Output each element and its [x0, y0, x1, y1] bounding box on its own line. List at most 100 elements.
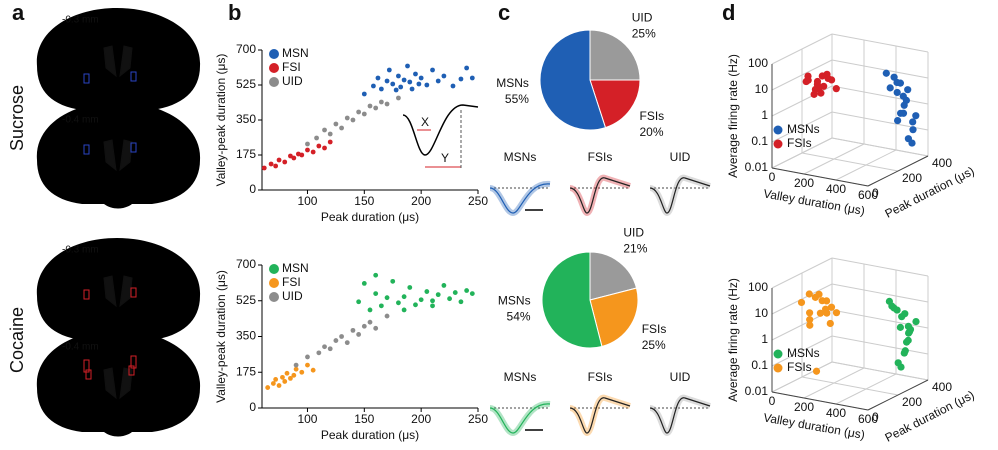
point	[909, 126, 917, 134]
legend-marker	[269, 77, 279, 87]
pie-slice	[539, 29, 607, 131]
y-tick-label: 525	[236, 77, 256, 91]
point	[817, 89, 825, 97]
point	[464, 65, 470, 71]
y-tick-label: 200	[902, 171, 922, 185]
point	[810, 90, 818, 98]
point	[398, 84, 404, 90]
point	[361, 280, 367, 286]
point	[384, 295, 390, 301]
y-tick-label: 400	[932, 156, 952, 170]
point	[435, 292, 441, 298]
point	[373, 325, 379, 331]
z-axis-title: Average firing rate (Hz)	[726, 278, 740, 402]
point	[322, 344, 327, 350]
y-tick-label: 175	[236, 364, 256, 378]
condition-label: Sucrose	[7, 85, 27, 151]
point	[797, 298, 806, 307]
point	[396, 95, 401, 101]
axis-line	[867, 155, 929, 187]
point	[469, 291, 475, 296]
point	[390, 81, 396, 87]
point	[441, 73, 447, 79]
point	[350, 327, 356, 333]
condition-label: Cocaine	[7, 307, 27, 373]
point	[430, 298, 435, 304]
section-label: -0.3 mm	[62, 245, 99, 256]
point	[464, 288, 470, 293]
point	[900, 349, 908, 357]
section-label: -0.4 mm	[62, 115, 99, 126]
legend-marker	[269, 49, 279, 59]
x-tick-label: 200	[794, 176, 814, 190]
slice-label: UID	[632, 10, 653, 24]
point	[378, 99, 384, 105]
z-tick-label: 1	[761, 332, 768, 346]
x-tick-label: 100	[297, 194, 317, 208]
section-label: -0.3 mm	[62, 15, 99, 26]
legend-label: UID	[282, 289, 303, 303]
legend-label: FSIs	[787, 136, 812, 150]
point	[322, 127, 327, 133]
grid-line	[831, 85, 929, 105]
point	[897, 363, 905, 371]
grid-line	[831, 33, 929, 53]
point	[901, 310, 909, 318]
point	[375, 75, 381, 81]
z-tick-label: 10	[755, 306, 769, 320]
x-axis-title: Valley duration (μs)	[762, 410, 866, 442]
x-tick-label: 400	[826, 406, 846, 420]
legend-marker	[773, 363, 783, 373]
point	[361, 111, 367, 117]
axis-line	[867, 379, 929, 411]
point	[401, 294, 407, 300]
axis-line	[771, 167, 869, 187]
point	[815, 290, 823, 298]
legend-marker	[269, 278, 279, 288]
slice-label: MSNs	[496, 76, 529, 90]
point	[435, 78, 441, 84]
point	[904, 336, 912, 344]
x-axis-title: Valley duration (μs)	[762, 186, 866, 218]
waveform-title: FSIs	[588, 150, 613, 164]
point	[305, 141, 310, 147]
legend-marker	[773, 349, 783, 359]
y-tick-label: 175	[236, 147, 256, 161]
z-tick-label: 0.01	[745, 160, 769, 174]
point	[378, 86, 384, 92]
point	[288, 375, 293, 381]
grid-line	[831, 309, 929, 329]
point	[882, 69, 890, 77]
legend-marker	[269, 63, 279, 73]
point	[291, 155, 297, 161]
point	[327, 131, 333, 137]
point	[820, 82, 828, 90]
legend-label: MSNs	[787, 122, 820, 136]
legend-label: MSN	[282, 46, 309, 60]
pie-slice	[589, 29, 641, 81]
grid-line	[831, 361, 929, 381]
z-tick-label: 0.1	[751, 358, 768, 372]
point	[909, 118, 917, 126]
point	[430, 67, 435, 73]
legend-label: FSIs	[787, 360, 812, 374]
point	[327, 346, 333, 352]
brain-sections	[36, 7, 201, 437]
slice-label: FSIs	[642, 322, 667, 336]
pie-slice	[589, 79, 641, 129]
point	[413, 71, 418, 77]
point	[291, 372, 297, 378]
slice-value: 21%	[623, 242, 647, 256]
y-axis-title: Peak duration (μs)	[883, 388, 977, 445]
point	[314, 135, 319, 141]
legend-marker	[269, 292, 279, 302]
point	[418, 297, 424, 303]
point	[356, 299, 362, 305]
grid-line	[831, 59, 929, 79]
point	[333, 121, 339, 127]
point	[327, 139, 333, 145]
inset-label: Y	[441, 151, 449, 165]
point	[282, 159, 288, 165]
point	[373, 291, 379, 296]
slice-value: 55%	[505, 92, 529, 106]
